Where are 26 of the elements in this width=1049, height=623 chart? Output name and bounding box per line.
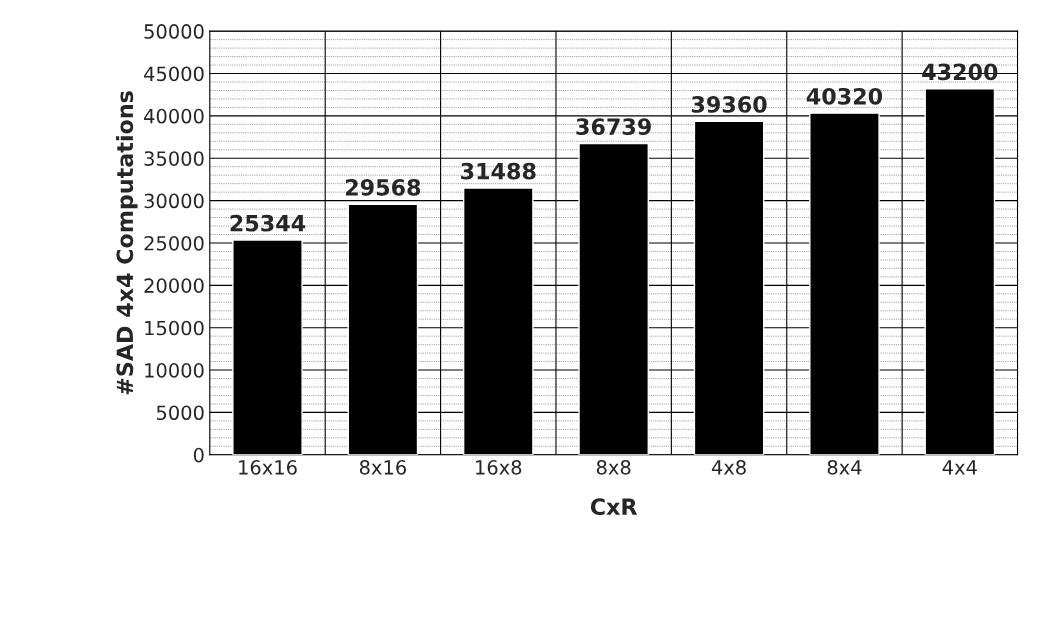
data-label: 39360 — [691, 96, 767, 113]
y-tick-label: 30000 — [144, 193, 204, 209]
x-tick-label: 16x8 — [476, 459, 522, 475]
y-tick-label: 40000 — [144, 108, 204, 124]
y-tick-label: 10000 — [145, 363, 204, 378]
x-axis-title: CxR — [590, 498, 638, 516]
x-tick-label: 8x4 — [827, 459, 862, 475]
data-label: 31488 — [461, 162, 536, 180]
x-tick-label: 16x16 — [239, 459, 297, 475]
y-tick-label: 45000 — [144, 66, 204, 82]
y-tick-label: 0 — [193, 447, 204, 463]
data-label: 25344 — [230, 214, 306, 232]
data-label: 40320 — [806, 87, 883, 105]
x-tick-label: 4x4 — [942, 460, 977, 475]
y-tick-label: 25000 — [144, 235, 204, 251]
x-tick-label: 8x8 — [596, 459, 631, 475]
y-tick-label: 5000 — [156, 405, 204, 421]
y-tick-label: 35000 — [144, 151, 204, 166]
y-axis-title: #SAD 4x4 Computations — [116, 91, 138, 395]
y-tick-label: 15000 — [145, 320, 204, 336]
data-label: 29568 — [345, 178, 421, 196]
x-tick-label: 8x16 — [359, 459, 406, 475]
data-label: 36739 — [576, 118, 651, 136]
y-tick-label: 20000 — [144, 278, 204, 293]
y-tick-label: 50000 — [144, 24, 204, 39]
x-tick-label: 4x8 — [711, 459, 746, 475]
